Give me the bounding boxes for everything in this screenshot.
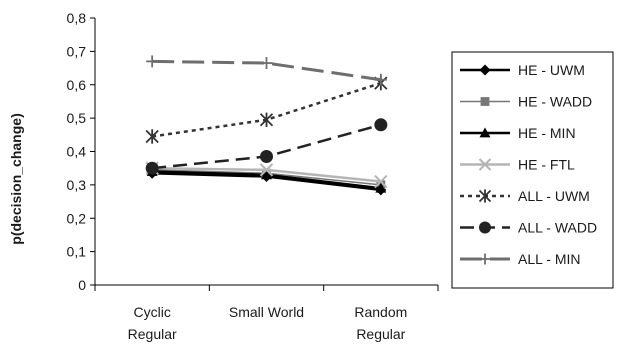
y-tick-label: 0,7 [67, 43, 87, 59]
legend-item: HE - UWM [460, 62, 585, 78]
series-line [151, 81, 382, 138]
y-tick-label: 0,6 [67, 77, 87, 93]
legend-item: HE - WADD [460, 94, 592, 110]
series-line [152, 59, 382, 82]
plot-area [145, 55, 388, 196]
data-point [374, 73, 387, 86]
data-point [374, 118, 388, 132]
legend-box [451, 51, 614, 289]
series [146, 55, 387, 86]
y-tick-label: 0,8 [67, 10, 87, 26]
legend-label: ALL - WADD [518, 220, 597, 236]
data-point [479, 127, 491, 138]
data-point [479, 64, 491, 76]
y-tick-label: 0,1 [67, 244, 87, 260]
series [145, 118, 388, 175]
data-point [259, 163, 274, 177]
y-tick-label: 0,2 [67, 210, 87, 226]
data-point [146, 55, 159, 68]
y-tick-label: 0,3 [67, 177, 87, 193]
legend-label: HE - UWM [518, 62, 585, 78]
data-point [374, 174, 388, 189]
data-point [478, 189, 492, 203]
data-point [480, 97, 490, 106]
data-point [260, 57, 273, 70]
legend-item: ALL - UWM [460, 188, 590, 204]
x-tick-label: Cyclic Regular [128, 304, 177, 342]
legend-label: HE - WADD [518, 94, 592, 110]
data-point [259, 112, 274, 127]
data-point [375, 182, 387, 193]
y-tick-label: 0 [78, 277, 86, 293]
legend-item: ALL - MIN [460, 251, 581, 267]
data-point [479, 253, 491, 265]
legend: HE - UWM HE - WADD HE - MIN HE - FTL ALL - U… [451, 51, 614, 289]
legend-label: ALL - MIN [518, 251, 581, 267]
y-tick-label: 0,4 [67, 144, 87, 160]
legend-label: ALL - UWM [518, 188, 590, 204]
legend-item: HE - MIN [460, 125, 576, 141]
legend-label: HE - FTL [518, 157, 575, 173]
y-tick-label: 0,5 [67, 110, 87, 126]
axes: 0 0,1 0,2 0,3 0,4 0,5 0,6 0,7 0,8 Cyclic Regular Sm… [67, 10, 439, 342]
data-point [145, 129, 159, 144]
x-tick-label: Random Regular [354, 304, 407, 342]
data-point [261, 169, 272, 180]
y-axis-title: p(decision_change) [8, 113, 24, 244]
legend-item: HE - FTL [460, 157, 575, 173]
data-point [260, 150, 273, 164]
legend-item: ALL - WADD [460, 220, 597, 236]
data-point [145, 161, 159, 175]
data-point [478, 158, 492, 171]
legend-label: HE - MIN [518, 125, 576, 141]
data-point [479, 221, 491, 234]
x-tick-label: Small World [229, 304, 304, 320]
